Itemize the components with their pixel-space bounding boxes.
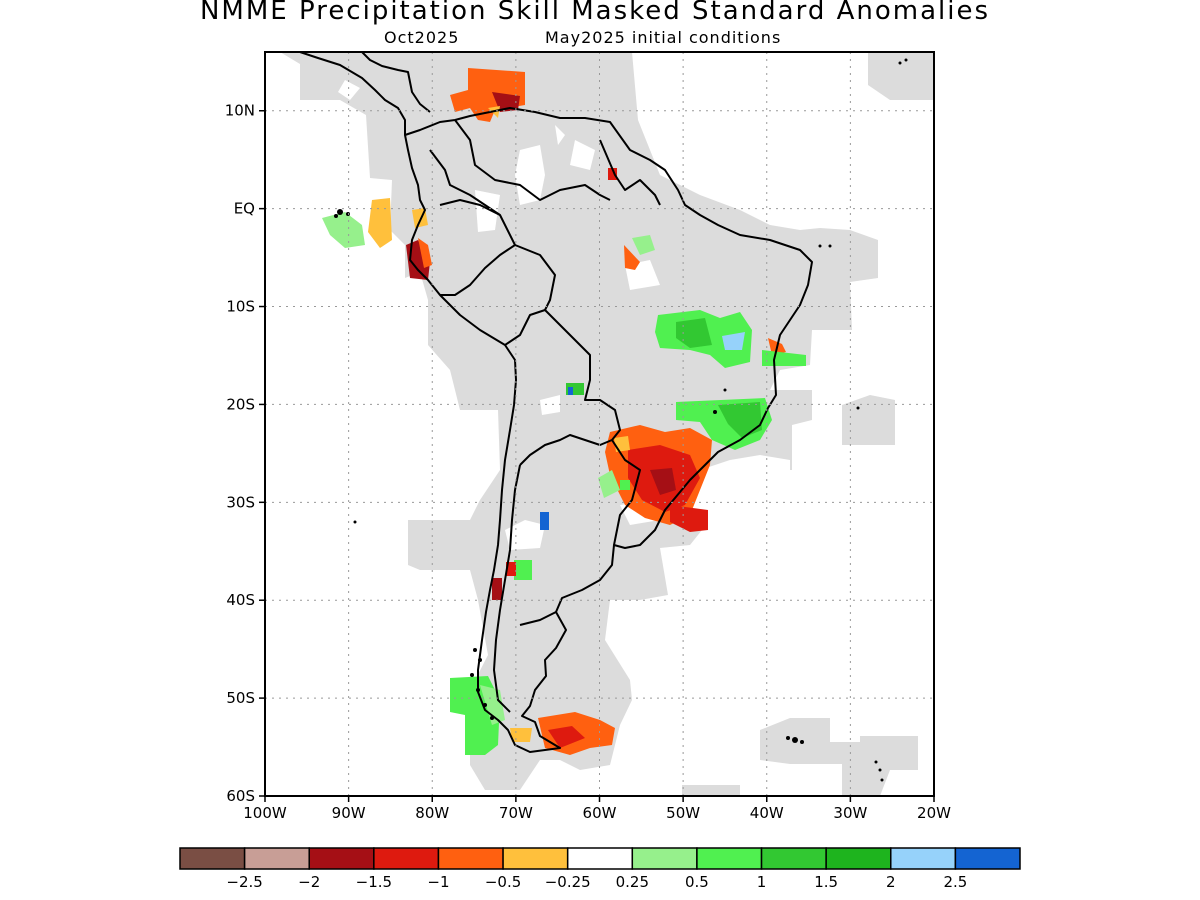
anomaly-uy-darkgreen [620,480,630,490]
skill-mask-south-atlantic [760,718,918,796]
anomaly-bahia-blue [722,332,745,350]
anomaly-pampas-blue [540,512,549,530]
country-border-guianas [599,139,661,206]
anomaly-bolivia-blue [568,387,573,395]
target-month-label: Oct2025 [384,28,460,47]
colorbar-bin [954,847,1021,870]
anomaly-galapagos-yellow [368,198,392,248]
colorbar-bin [502,847,569,870]
anomaly-amazon-green [632,235,655,255]
colorbar-bin [631,847,698,870]
colorbar-bin [890,847,957,870]
colorbar-label: −1 [427,873,449,891]
colorbar-label: −2.5 [226,873,262,891]
central-america-north-coast [361,52,431,113]
x-tick-label: 40W [750,804,784,822]
anomaly-uy-green [598,470,620,498]
y-tick-label: 10N [225,102,255,120]
y-axis: 10N EQ 10S 20S 30S 40S 50S 60S [225,102,265,805]
skill-mask-falklands [682,785,740,796]
country-border-argentina-south [519,611,557,626]
gridlines [265,52,934,796]
anomaly-galapagos-green [322,212,365,248]
skill-mask-atlantic-ne [868,52,934,100]
country-border-venezuela [454,119,611,201]
colorbar-label: 0.5 [685,873,709,891]
colorbar-bin [825,847,892,870]
colorbar-bin [696,847,763,870]
y-tick-label: 30S [226,493,255,511]
skill-mask-atlantic-e [842,395,895,445]
anomaly-patagonia-lightgreen [480,685,505,725]
country-border-chile-argentina [493,464,521,713]
anomaly-parana-red2 [670,505,708,532]
x-tick-label: 70W [499,804,533,822]
anomaly-peru-orange [418,238,432,268]
skill-mask-north [300,52,878,790]
x-tick-label: 50W [666,804,700,822]
colorbar-label: 0.25 [616,873,649,891]
colorbar-label: 1.5 [814,873,838,891]
colorbar-label: −0.5 [485,873,521,891]
anomaly-caribbean-orange [450,68,525,122]
colorbar-label: −0.25 [545,873,591,891]
colorbar-label: 2.5 [943,873,967,891]
skill-mask [280,52,934,796]
anomaly-southeast-darkgreen [718,402,762,438]
y-tick-label: EQ [234,200,255,218]
anomaly-parana-darkred [650,468,676,495]
y-tick-label: 40S [226,591,255,609]
colorbar-bin [308,847,375,870]
colorbar-label: 2 [886,873,896,891]
anomaly-chile-red [506,562,516,576]
anomaly-bahia-darkgreen [676,318,712,348]
colorbar-bin [760,847,827,870]
country-border-paraguay [611,439,641,546]
country-border-amazon [439,199,516,296]
y-tick-label: 10S [226,298,255,316]
country-border-brazil-north [514,244,556,311]
islands [334,58,908,782]
anomaly-amazon-orange [624,245,640,270]
colorbar-label: −1.5 [356,873,392,891]
y-tick-label: 60S [226,787,255,805]
colorbar-bin [179,847,246,870]
central-america-coastline [299,52,406,135]
initial-conditions-label: May2025 initial conditions [545,28,782,47]
x-tick-label: 60W [583,804,617,822]
colorbar-bin [566,847,634,870]
anomaly-guiana-red [608,168,617,180]
chart-title: NMME Precipitation Skill Masked Standard… [199,0,991,26]
anomaly-chile-darkred [492,578,502,600]
country-border-andes [504,309,621,466]
y-tick-label: 20S [226,395,255,413]
x-tick-label: 80W [415,804,449,822]
anomaly-chile-green [514,560,532,580]
colorbar-bin [437,847,504,870]
x-axis: 100W 90W 80W 70W 60W 50W 40W 30W 20W [243,796,951,822]
x-tick-label: 30W [833,804,867,822]
mask-holes [338,80,790,550]
colorbar-bin [243,847,310,870]
colorbar-label: −2 [298,873,320,891]
anomaly-bahia-green2 [762,350,806,366]
colorbar-bin [373,847,440,870]
x-tick-label: 90W [332,804,366,822]
country-border-colombia [429,149,501,216]
anomaly-tierra-red [548,726,585,748]
x-tick-label: 100W [243,804,287,822]
colorbar-label: 1 [757,873,767,891]
x-tick-label: 20W [917,804,951,822]
y-tick-label: 50S [226,689,255,707]
